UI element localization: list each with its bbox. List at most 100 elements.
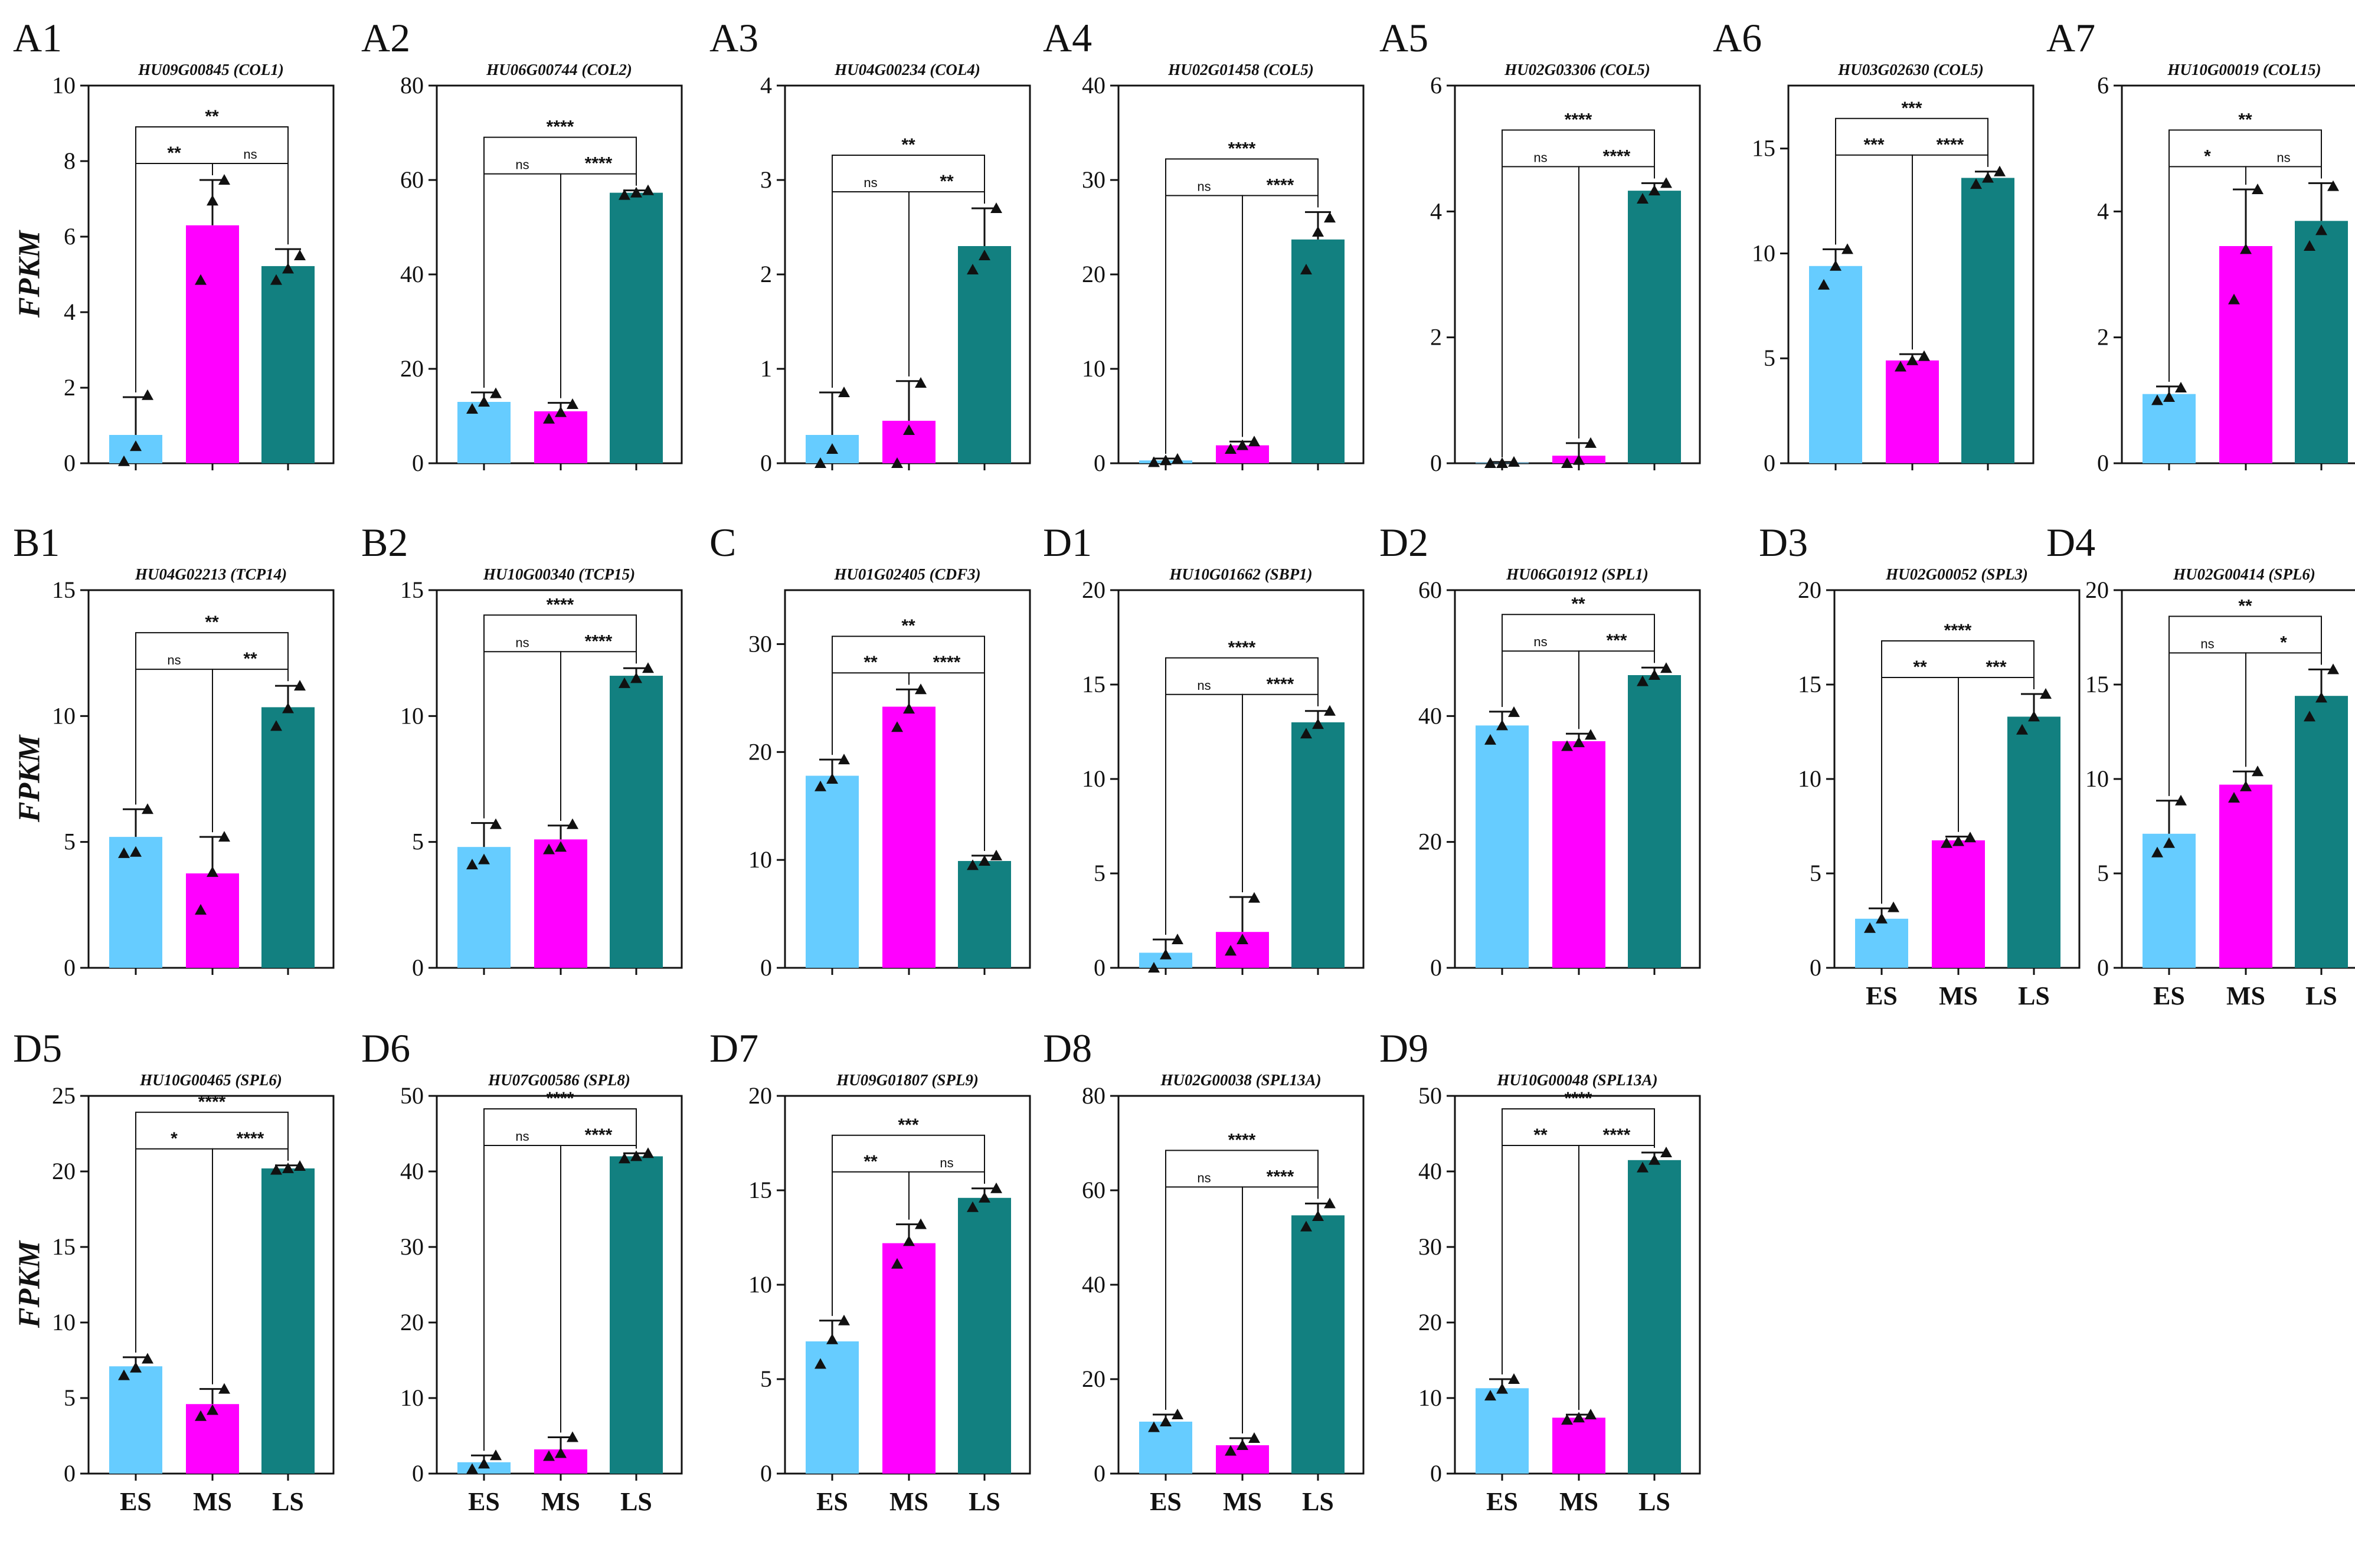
bar-ls xyxy=(1961,178,2014,463)
sig-label-ms_ls: ns xyxy=(940,1155,953,1170)
data-point xyxy=(1561,457,1573,468)
data-point xyxy=(619,1153,630,1164)
bar-es xyxy=(806,775,859,968)
panel-label: D8 xyxy=(1043,1026,1093,1071)
bar-ms xyxy=(1932,840,1985,968)
data-point xyxy=(1895,361,1906,372)
data-point xyxy=(1248,1432,1260,1443)
data-point xyxy=(466,403,478,414)
panel-label: A2 xyxy=(361,15,411,60)
data-point xyxy=(1952,835,1964,846)
data-point xyxy=(967,1201,979,1212)
sig-label-ms_ls: **** xyxy=(585,631,613,651)
sig-label-es_ms: * xyxy=(2204,146,2211,166)
chart-B1: 0 5 10 15 ** ns ** xyxy=(52,577,335,981)
y-tick-label: 20 xyxy=(1082,577,1105,603)
data-point xyxy=(1312,226,1324,237)
chart-D1: 0 5 10 15 20 **** ns **** xyxy=(1082,577,1365,981)
y-tick-label: 10 xyxy=(400,702,424,729)
data-point xyxy=(2175,794,2187,806)
bar-ls xyxy=(1628,1160,1681,1474)
data-point xyxy=(915,1218,927,1229)
data-point xyxy=(1312,718,1324,729)
data-point xyxy=(990,849,1002,860)
bar-es xyxy=(1476,725,1529,968)
sig-label-ms_ls: ns xyxy=(2276,150,2290,165)
sig-label-es_ms: ns xyxy=(1197,179,1211,194)
chart-D4: 0 5 10 15 20 ** ns * ES MS LS xyxy=(2085,577,2355,1010)
sig-label-es_ms: ** xyxy=(864,653,878,672)
y-tick-label: 0 xyxy=(1430,954,1442,981)
chart-title: HU02G00052 (SPL3) xyxy=(1886,565,2028,583)
bar-ls xyxy=(610,1156,663,1474)
sig-bracket-ms_ls xyxy=(1958,677,2035,832)
data-point xyxy=(1237,439,1248,450)
panel-label: D4 xyxy=(2046,520,2096,565)
data-point xyxy=(1637,1161,1648,1173)
panel-label: A3 xyxy=(709,15,759,60)
x-category-label: MS xyxy=(889,1487,928,1516)
sig-bracket-ms_ls xyxy=(2245,166,2322,185)
data-point xyxy=(567,398,578,409)
sig-bracket-es_ms xyxy=(483,173,561,398)
data-point xyxy=(1484,734,1496,745)
y-tick-label: 4 xyxy=(2097,198,2109,224)
data-point xyxy=(1906,354,1918,365)
data-point xyxy=(1484,457,1496,468)
bar-ms xyxy=(186,225,239,463)
panel-label: D7 xyxy=(709,1026,759,1071)
data-point xyxy=(967,264,979,274)
y-tick-label: 20 xyxy=(2085,577,2109,603)
chart-title: HU07G00586 (SPL8) xyxy=(488,1071,630,1089)
data-point xyxy=(294,680,306,691)
panel-label: B2 xyxy=(361,520,408,565)
sig-label-ms_ls: ** xyxy=(243,649,257,669)
data-point xyxy=(1172,453,1183,464)
bar-es xyxy=(806,1341,859,1474)
bar-ls xyxy=(1628,675,1681,968)
y-tick-label: 10 xyxy=(400,1384,424,1411)
data-point xyxy=(142,389,153,400)
data-point xyxy=(130,440,142,451)
sig-label-es_ms: ns xyxy=(515,158,529,172)
y-tick-label: 0 xyxy=(1810,954,1821,981)
chart-D2: 0 20 40 60 ** ns *** xyxy=(1418,577,1701,981)
sig-bracket-es_ms xyxy=(1502,650,1579,729)
sig-bracket-ms_ls xyxy=(212,669,289,833)
bar-ls xyxy=(2007,716,2060,968)
chart-A4: 0 10 20 30 40 **** ns **** xyxy=(1082,72,1365,476)
y-tick-label: 2 xyxy=(64,374,76,401)
sig-label-es_ls: **** xyxy=(198,1092,226,1112)
y-tick-label: 30 xyxy=(748,630,772,657)
data-point xyxy=(195,1410,207,1421)
y-tick-label: 80 xyxy=(1082,1082,1105,1109)
data-point xyxy=(815,780,826,791)
chart-A5: 0 2 4 6 **** ns **** xyxy=(1430,72,1701,476)
data-point xyxy=(2252,184,2264,194)
sig-label-es_ls: **** xyxy=(547,1089,574,1108)
bar-ls xyxy=(2295,221,2348,463)
chart-title: HU09G01807 (SPL9) xyxy=(836,1071,979,1089)
sig-bracket-ms_ls xyxy=(560,173,637,398)
bar-ms xyxy=(186,1404,239,1474)
y-tick-label: 15 xyxy=(52,1233,76,1260)
chart-title: HU10G00340 (TCP15) xyxy=(483,565,636,583)
sig-label-ms_ls: **** xyxy=(585,154,613,174)
bar-ms xyxy=(186,873,239,968)
data-point xyxy=(2228,293,2240,305)
data-point xyxy=(2040,688,2052,699)
bar-ms xyxy=(882,1243,936,1474)
data-point xyxy=(1172,934,1183,944)
y-tick-label: 1 xyxy=(760,355,772,382)
data-point xyxy=(478,396,490,407)
data-point xyxy=(815,457,826,468)
y-tick-label: 10 xyxy=(52,702,76,729)
data-point xyxy=(555,1447,567,1458)
data-point xyxy=(1148,456,1160,467)
x-category-label: MS xyxy=(2226,981,2265,1010)
data-point xyxy=(207,1404,218,1415)
bar-es xyxy=(1809,266,1862,463)
data-point xyxy=(218,831,230,842)
